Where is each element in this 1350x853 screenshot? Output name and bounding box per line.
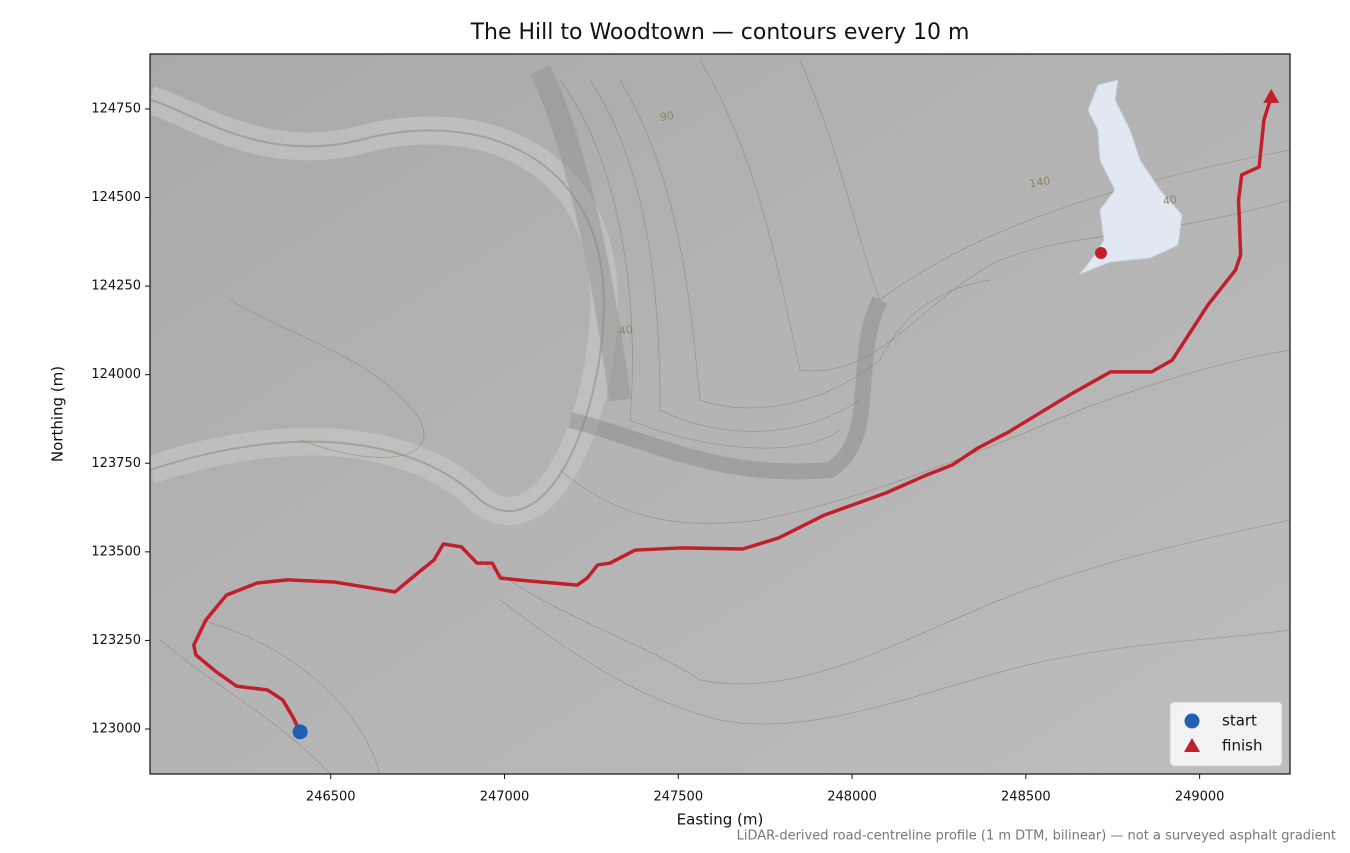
y-tick-label: 124500 [91,190,141,205]
start-marker [292,724,308,740]
x-tick-label: 248500 [1001,790,1051,805]
y-axis-label: Northing (m) [49,366,67,462]
x-tick-label: 247500 [653,790,703,805]
hillshade [150,54,1290,774]
y-tick-label: 123750 [91,456,141,471]
legend-label: start [1222,712,1257,730]
inset-uk [1078,79,1183,276]
route-line [192,99,1272,733]
y-tick-label: 124000 [91,367,141,382]
chart-title: The Hill to Woodtown — contours every 10… [470,20,970,45]
finish-marker [1263,88,1280,103]
y-tick-label: 124750 [91,101,141,116]
scarp [568,296,888,480]
contours [159,59,1290,774]
footnote: LiDAR-derived road-centreline profile (1… [737,829,1336,844]
plot-frame [149,53,1291,775]
y-tick-label: 124250 [91,279,141,294]
contour-label: 40 [618,323,634,338]
y-tick-label: 123000 [91,722,141,737]
x-tick-label: 248000 [827,790,877,805]
contour-label: 140 [1028,174,1051,190]
legend-marker [1184,738,1200,752]
y-tick-label: 123250 [91,633,141,648]
contour-label: 40 [1162,193,1178,208]
legend-label: finish [1222,737,1262,755]
terrain [150,54,1290,774]
river-bank [150,99,605,512]
x-tick-label: 247000 [480,790,530,805]
x-tick-label: 246500 [306,790,356,805]
scarp [530,65,631,402]
x-tick-label: 249000 [1175,790,1225,805]
x-axis-label: Easting (m) [677,811,764,829]
legend-marker [1184,713,1200,729]
contour-label: 90 [659,109,675,124]
y-tick-label: 123500 [91,544,141,559]
inset-location [1095,247,1107,259]
